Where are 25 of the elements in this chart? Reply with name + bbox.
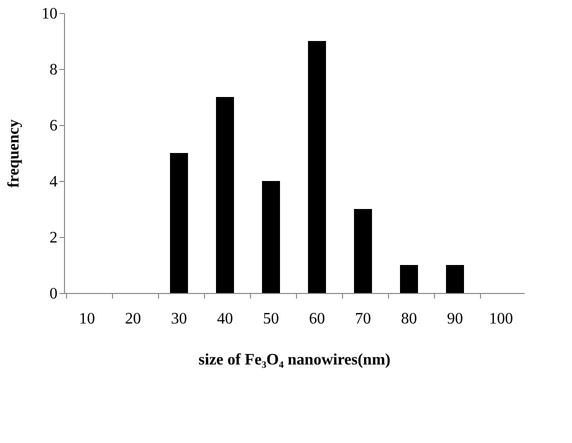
bar <box>216 97 234 293</box>
x-axis-title: size of Fe₃O₄ nanowires(nm) <box>198 352 390 368</box>
bar <box>170 153 188 293</box>
x-tick-label: 60 <box>309 310 325 328</box>
x-tick-label: 40 <box>217 310 233 328</box>
y-tick-label: 2 <box>50 230 58 246</box>
x-tick-label: 20 <box>125 310 141 328</box>
bar <box>308 41 326 293</box>
x-tick-label: 10 <box>79 310 95 328</box>
x-tick-label: 30 <box>171 310 187 328</box>
bar <box>354 209 372 293</box>
x-tick-label: 80 <box>401 310 417 328</box>
y-tick-label: 4 <box>50 174 58 190</box>
bar <box>400 265 418 293</box>
bar <box>262 181 280 293</box>
bar <box>446 265 464 293</box>
y-axis-title: frequency <box>6 119 22 188</box>
x-tick-label: 50 <box>263 310 279 328</box>
y-tick-label: 8 <box>50 62 58 78</box>
y-tick-label: 0 <box>50 286 58 302</box>
x-tick-label: 90 <box>447 310 463 328</box>
x-tick-label: 70 <box>355 310 371 328</box>
y-tick-label: 6 <box>50 118 58 134</box>
x-tick-label: 100 <box>489 310 513 328</box>
y-tick-label: 10 <box>42 6 58 22</box>
